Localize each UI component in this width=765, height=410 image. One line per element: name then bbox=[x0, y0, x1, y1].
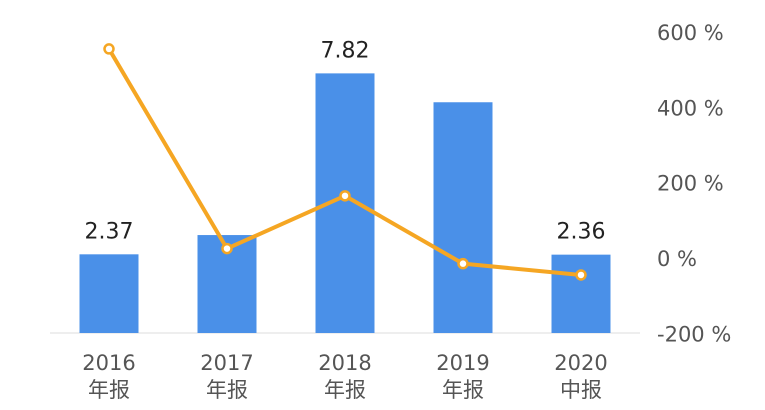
x-axis-tick-label: 年报 bbox=[324, 378, 366, 402]
right-axis-tick-label: -200 % bbox=[657, 322, 731, 346]
bar bbox=[433, 102, 493, 333]
right-axis-tick-label: 400 % bbox=[657, 96, 724, 120]
right-axis-tick-label: 600 % bbox=[657, 21, 724, 45]
x-axis-tick-label: 2016 bbox=[82, 351, 135, 375]
line-point bbox=[339, 190, 351, 202]
x-axis-tick-label: 年报 bbox=[206, 378, 248, 402]
bar bbox=[79, 254, 139, 333]
x-axis-tick-label: 2018 bbox=[318, 351, 371, 375]
x-axis-tick-label: 2020 bbox=[554, 351, 607, 375]
bar-data-label: 2.37 bbox=[85, 219, 134, 244]
x-axis-tick-label: 2017 bbox=[200, 351, 253, 375]
line-point bbox=[575, 269, 587, 281]
line-point bbox=[103, 43, 115, 55]
right-axis-tick-label: 0 % bbox=[657, 247, 697, 271]
bar bbox=[551, 254, 611, 333]
bar-data-label: 7.82 bbox=[321, 38, 370, 63]
x-axis-tick-label: 年报 bbox=[442, 378, 484, 402]
bar-data-label: 2.36 bbox=[557, 220, 606, 245]
x-axis-tick-label: 2019 bbox=[436, 351, 489, 375]
line-point bbox=[221, 242, 233, 255]
x-axis-tick-label: 中报 bbox=[560, 378, 602, 402]
x-axis-tick-label: 年报 bbox=[88, 378, 130, 402]
right-axis-tick-label: 200 % bbox=[657, 172, 724, 196]
line-point bbox=[457, 257, 469, 270]
